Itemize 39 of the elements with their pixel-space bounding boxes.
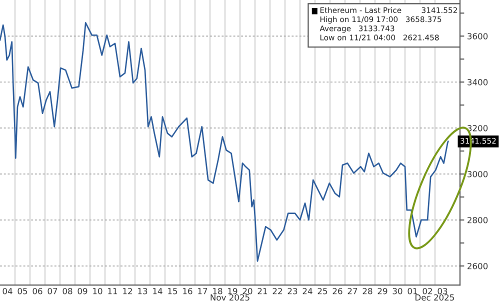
y-tick-label: 3600 [468, 33, 488, 40]
x-tick-label: 26 [332, 288, 342, 294]
x-tick-label: 08 [62, 288, 72, 294]
x-tick-label: 13 [138, 288, 148, 294]
x-tick-label: 20 [242, 288, 252, 294]
y-tick-label: 3400 [468, 79, 488, 86]
x-tick-label: 01 [408, 288, 418, 294]
x-tick-label: 30 [392, 288, 402, 294]
x-tick-label: 14 [153, 288, 162, 294]
x-tick-label: 24 [302, 288, 312, 294]
x-tick-label: 11 [108, 288, 118, 294]
x-tick-label: 04 [2, 288, 12, 294]
x-tick-label: 17 [198, 288, 208, 294]
x-tick-label: 12 [123, 288, 132, 294]
x-tick-label: 29 [378, 288, 388, 294]
x-tick-label: 07 [48, 288, 58, 294]
x-tick-label: 19 [228, 288, 238, 294]
y-tick-label: 3000 [468, 171, 488, 178]
x-tick-label: 22 [272, 288, 282, 294]
y-tick-label: 2800 [468, 216, 488, 224]
x-tick-label: 02 [422, 288, 432, 294]
y-tick-label: 3200 [468, 125, 488, 132]
text: Dec 2025 [416, 294, 454, 301]
text: Nov 2025 [210, 294, 250, 301]
x-tick-label: 23 [288, 288, 298, 294]
x-tick-label: 28 [362, 288, 372, 294]
x-tick-label: 15 [168, 288, 178, 294]
x-tick-label: 18 [213, 288, 222, 294]
line-series [0, 22, 449, 262]
x-tick-label: 25 [318, 288, 328, 294]
x-tick-label: 21 [258, 288, 268, 294]
y-tick-label: 2600 [468, 262, 488, 270]
x-tick-label: 06 [32, 288, 42, 294]
x-tick-label: 27 [348, 288, 358, 294]
x-tick-label: 16 [183, 288, 192, 294]
x-tick-label: 10 [93, 288, 102, 294]
x-tick-label: 03 [438, 288, 448, 294]
x-tick-label: 09 [78, 288, 88, 294]
x-tick-label: 05 [18, 288, 28, 294]
